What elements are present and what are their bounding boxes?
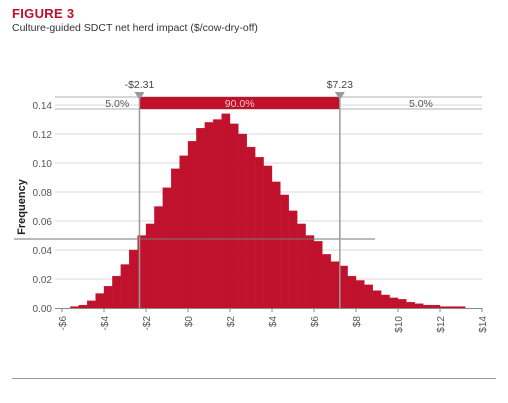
x-tick-labels: -$6 -$4 -$2 $0 $2 $4 $6 $8 $10 $12 $14 bbox=[58, 316, 489, 333]
x-tick-label: $10 bbox=[394, 316, 405, 333]
histogram-bar bbox=[456, 306, 466, 309]
histogram-bar bbox=[87, 300, 96, 309]
histogram-bar bbox=[154, 206, 163, 309]
axes bbox=[14, 238, 483, 312]
center-interval-label: 90.0% bbox=[225, 98, 255, 110]
confidence-interval: -$2.31 $7.23 5.0% 90.0% 5.0% bbox=[55, 79, 482, 308]
histogram-bar bbox=[322, 254, 331, 309]
right-tail-label: 5.0% bbox=[409, 98, 433, 110]
histogram-bar bbox=[246, 146, 256, 309]
histogram-bar bbox=[112, 275, 121, 309]
histogram-bar bbox=[196, 128, 205, 309]
histogram-bar bbox=[78, 304, 88, 309]
histogram-bar bbox=[103, 286, 113, 309]
x-tick-label: $0 bbox=[184, 316, 195, 328]
histogram-bar bbox=[406, 302, 415, 309]
histogram-bar bbox=[120, 264, 130, 309]
x-tick-label: $12 bbox=[436, 316, 447, 333]
x-tick-label: -$6 bbox=[58, 316, 69, 331]
bottom-divider bbox=[12, 378, 496, 379]
histogram-bar bbox=[145, 223, 155, 309]
y-tick-label: 0.14 bbox=[33, 101, 53, 112]
histogram-bar bbox=[364, 284, 373, 309]
histogram-bar bbox=[204, 122, 214, 309]
lower-bound-triangle-icon bbox=[134, 92, 145, 100]
x-tick-label: $2 bbox=[226, 316, 237, 328]
left-tail-label: 5.0% bbox=[105, 98, 129, 110]
histogram-bar bbox=[423, 304, 432, 309]
y-tick-label: 0.12 bbox=[33, 130, 53, 141]
histogram-bar bbox=[162, 187, 172, 309]
x-tick-label: $6 bbox=[310, 316, 321, 328]
histogram-bar bbox=[297, 223, 306, 309]
histogram-bar bbox=[355, 280, 365, 309]
histogram-bar bbox=[271, 181, 281, 309]
histogram-bar bbox=[330, 261, 340, 309]
y-tick-labels: 0.00 0.02 0.04 0.06 0.08 0.10 0.12 0.14 bbox=[33, 101, 53, 315]
figure-title: Culture-guided SDCT net herd impact ($/c… bbox=[12, 22, 258, 34]
y-axis-label: Frequency bbox=[16, 178, 28, 235]
interval-center-band bbox=[139, 97, 340, 109]
histogram-bar bbox=[414, 303, 424, 309]
histogram-bar bbox=[263, 165, 273, 309]
y-tick-label: 0.10 bbox=[33, 159, 53, 170]
histogram-bar bbox=[347, 275, 357, 309]
histogram-bar bbox=[238, 133, 247, 309]
histogram-bar bbox=[313, 241, 323, 309]
histogram-bar bbox=[381, 294, 390, 309]
histogram-bar bbox=[95, 293, 105, 309]
y-tick-label: 0.00 bbox=[33, 304, 53, 315]
histogram-bars bbox=[70, 113, 466, 309]
upper-bound-triangle-icon bbox=[334, 92, 345, 100]
upper-bound-label: $7.23 bbox=[327, 79, 353, 91]
histogram-bar bbox=[372, 290, 382, 309]
histogram-bar bbox=[213, 119, 222, 309]
histogram-bar bbox=[305, 235, 315, 309]
x-tick-label: -$4 bbox=[100, 316, 111, 331]
histogram-bar bbox=[171, 168, 180, 309]
histogram-bar bbox=[70, 306, 79, 309]
y-tick-label: 0.04 bbox=[33, 246, 53, 257]
x-tick-label: $8 bbox=[352, 316, 363, 328]
figure-label: FIGURE 3 bbox=[12, 6, 75, 21]
histogram-bar bbox=[179, 155, 189, 309]
histogram-bar bbox=[255, 157, 264, 309]
x-tick-label: $14 bbox=[478, 316, 489, 333]
histogram-bar bbox=[129, 249, 138, 309]
histogram-bar bbox=[439, 306, 449, 309]
histogram-bar bbox=[389, 297, 399, 309]
histogram-bar bbox=[280, 194, 289, 309]
histogram-bar bbox=[229, 123, 239, 309]
x-tick-label: $4 bbox=[268, 316, 279, 328]
histogram-bar bbox=[187, 141, 197, 309]
y-tick-label: 0.08 bbox=[33, 188, 53, 199]
lower-bound-label: -$2.31 bbox=[125, 79, 155, 91]
histogram-bar bbox=[397, 299, 407, 309]
histogram-bar bbox=[448, 306, 457, 309]
x-tick-label: -$2 bbox=[142, 316, 153, 331]
histogram-bar bbox=[288, 210, 298, 309]
histogram-bar bbox=[221, 113, 231, 309]
y-tick-label: 0.06 bbox=[33, 217, 53, 228]
y-tick-label: 0.02 bbox=[33, 275, 53, 286]
histogram-bar bbox=[431, 304, 441, 309]
